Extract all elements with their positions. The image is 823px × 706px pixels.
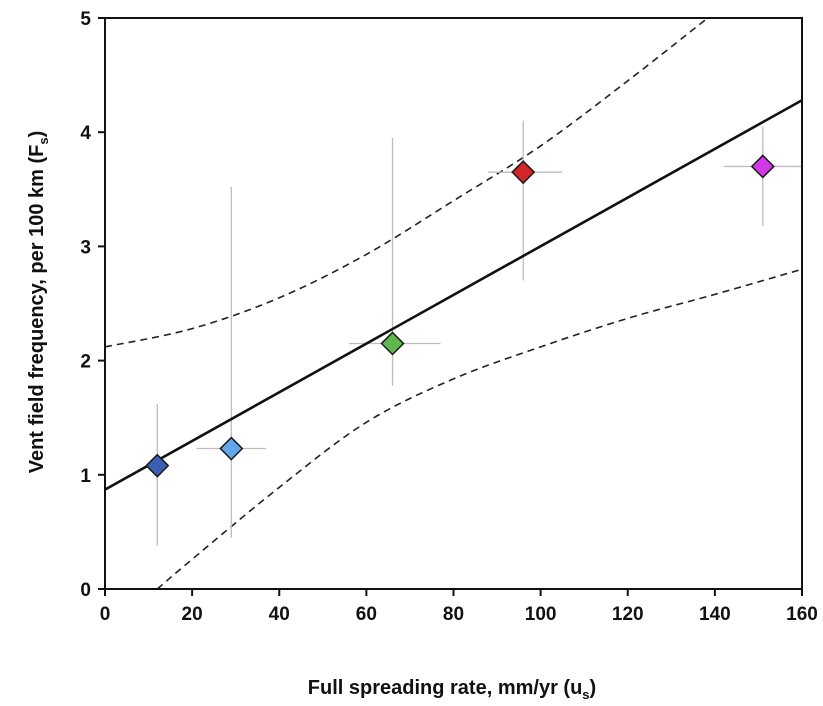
confidence-upper-curve bbox=[105, 18, 709, 348]
x-tick-label: 160 bbox=[786, 604, 818, 625]
y-axis-title: Vent field frequency, per 100 km (Fs) bbox=[26, 131, 51, 474]
data-point bbox=[145, 453, 170, 478]
x-axis-title: Full spreading rate, mm/yr (us) bbox=[308, 677, 596, 702]
data-point bbox=[750, 154, 775, 179]
tick-layer: 0 20 40 60 80 100 120 140 160 0 1 2 3 4 5 bbox=[80, 9, 817, 625]
y-tick-label: 1 bbox=[80, 466, 91, 487]
regression-line bbox=[104, 99, 803, 491]
x-tick-label: 100 bbox=[525, 604, 557, 625]
x-tick-label: 40 bbox=[269, 604, 290, 625]
y-tick-label: 2 bbox=[80, 352, 91, 373]
y-tick-label: 4 bbox=[80, 123, 91, 144]
x-tick-label: 0 bbox=[100, 604, 111, 625]
x-tick-label: 60 bbox=[356, 604, 377, 625]
x-tick-label: 140 bbox=[699, 604, 731, 625]
plot-frame bbox=[104, 17, 803, 590]
data-point bbox=[511, 160, 536, 185]
data-point bbox=[380, 331, 405, 356]
x-tick-label: 120 bbox=[612, 604, 644, 625]
y-tick-label: 3 bbox=[80, 237, 91, 258]
confidence-lower-curve bbox=[156, 268, 802, 589]
plot-layer bbox=[104, 18, 803, 589]
y-tick-label: 5 bbox=[80, 9, 91, 30]
data-point bbox=[219, 436, 244, 461]
x-tick-label: 80 bbox=[443, 604, 464, 625]
y-tick-label: 0 bbox=[80, 580, 91, 601]
x-tick-label: 20 bbox=[182, 604, 203, 625]
